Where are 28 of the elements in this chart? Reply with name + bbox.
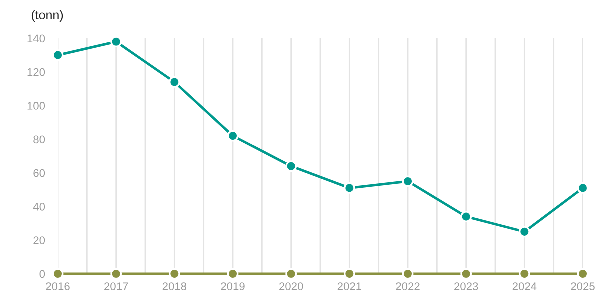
point xyxy=(460,211,472,223)
y-tick-label: 60 xyxy=(34,169,46,178)
y-tick-label: 100 xyxy=(28,102,46,110)
x-tick-label: 2019 xyxy=(221,282,245,290)
y-tick-label: 120 xyxy=(28,68,46,76)
point xyxy=(518,226,530,238)
x-tick-label: 2020 xyxy=(280,282,304,290)
point xyxy=(402,176,414,188)
point xyxy=(286,160,298,172)
x-tick-label: 2024 xyxy=(512,282,537,290)
point xyxy=(344,182,356,194)
point xyxy=(227,130,239,142)
x-tick-label: 2021 xyxy=(338,282,362,290)
y-tick-label: 40 xyxy=(33,202,46,211)
y-axis-title: (tonn) xyxy=(32,10,64,22)
y-tick-label: 0 xyxy=(40,270,46,278)
point xyxy=(168,76,180,88)
point xyxy=(52,50,64,62)
x-tick-label: 2016 xyxy=(46,282,70,290)
x-tick-label: 2017 xyxy=(104,282,128,290)
x-tick-label: 2025 xyxy=(571,282,595,290)
x-tick-label: 2022 xyxy=(396,282,420,290)
y-tick-label: 140 xyxy=(28,34,46,43)
y-tick-label: 20 xyxy=(34,236,46,244)
y-tick-label: 80 xyxy=(34,136,46,144)
point xyxy=(110,36,122,48)
x-tick-label: 2023 xyxy=(454,282,478,290)
x-tick-label: 2018 xyxy=(162,282,187,290)
